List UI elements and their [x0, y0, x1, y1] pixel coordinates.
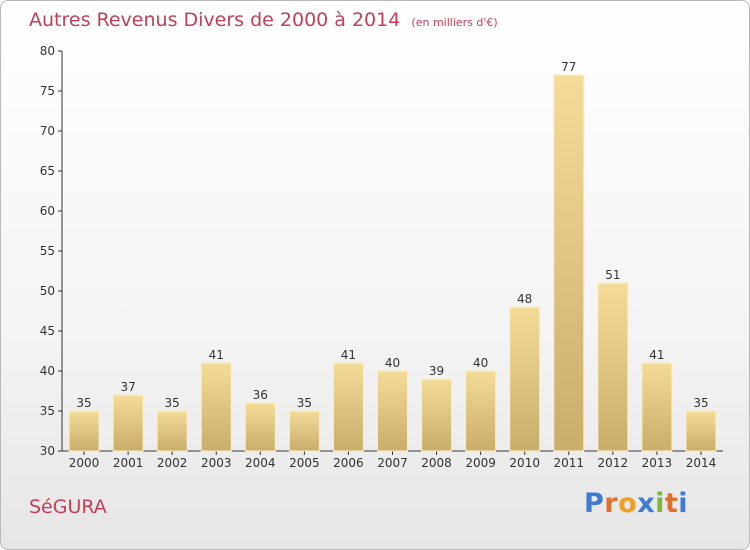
y-tick-label: 70: [40, 124, 55, 138]
brand-logo: Proxiti: [584, 488, 688, 519]
y-tick-label: 40: [40, 364, 55, 378]
bar: [421, 378, 453, 452]
data-label: 39: [429, 364, 444, 378]
brand-letter: x: [637, 488, 656, 519]
y-tick-label: 75: [40, 84, 55, 98]
commune-name: SéGURA: [29, 496, 107, 518]
title-row: Autres Revenus Divers de 2000 à 2014 (en…: [29, 9, 498, 31]
x-tick-label: 2009: [465, 456, 496, 470]
bar: [200, 362, 232, 452]
data-label: 40: [473, 356, 488, 370]
brand-letter: i: [678, 488, 689, 519]
data-label: 77: [561, 60, 576, 74]
x-tick-label: 2007: [377, 456, 408, 470]
x-tick-label: 2001: [113, 456, 144, 470]
y-tick-label: 80: [40, 44, 55, 58]
y-tick-label: 50: [40, 284, 55, 298]
brand-letter: r: [604, 488, 619, 519]
brand-letter: t: [664, 488, 679, 519]
data-label: 48: [517, 292, 532, 306]
x-tick-label: 2012: [598, 456, 629, 470]
x-tick-label: 2014: [686, 456, 717, 470]
x-tick-label: 2005: [289, 456, 320, 470]
x-tick-label: 2013: [642, 456, 673, 470]
bar: [553, 74, 585, 452]
data-label: 36: [253, 388, 268, 402]
y-tick-label: 55: [40, 244, 55, 258]
bar: [156, 410, 188, 452]
y-tick-label: 60: [40, 204, 55, 218]
x-tick-label: 2002: [157, 456, 188, 470]
x-tick-label: 2008: [421, 456, 452, 470]
data-label: 51: [605, 268, 620, 282]
brand-letter: P: [584, 488, 605, 519]
brand-letter: o: [618, 488, 638, 519]
x-tick-label: 2004: [245, 456, 276, 470]
x-tick-label: 2011: [553, 456, 584, 470]
data-label: 35: [165, 396, 180, 410]
chart-subtitle: (en milliers d'€): [411, 16, 498, 29]
bar: [244, 402, 276, 452]
bar: [509, 306, 541, 452]
y-tick-label: 30: [40, 444, 55, 458]
bar: [332, 362, 364, 452]
data-label: 41: [649, 348, 664, 362]
data-label: 35: [297, 396, 312, 410]
data-label: 41: [341, 348, 356, 362]
x-tick-label: 2000: [69, 456, 100, 470]
bar: [288, 410, 320, 452]
data-label: 35: [76, 396, 91, 410]
bar: [597, 282, 629, 452]
chart-title: Autres Revenus Divers de 2000 à 2014: [29, 9, 401, 31]
bar: [465, 370, 497, 452]
x-tick-label: 2010: [509, 456, 540, 470]
data-label: 41: [209, 348, 224, 362]
bar: [685, 410, 717, 452]
x-tick-label: 2006: [333, 456, 364, 470]
bar: [112, 394, 144, 452]
brand-letter: i: [655, 488, 665, 519]
y-tick-label: 45: [40, 324, 55, 338]
bar: [377, 370, 408, 452]
bar: [68, 410, 100, 452]
data-label: 40: [385, 356, 400, 370]
data-label: 37: [120, 380, 135, 394]
data-label: 35: [693, 396, 708, 410]
x-tick-label: 2003: [201, 456, 232, 470]
bar: [641, 362, 673, 452]
y-tick-label: 65: [40, 164, 55, 178]
y-tick-label: 35: [40, 404, 55, 418]
